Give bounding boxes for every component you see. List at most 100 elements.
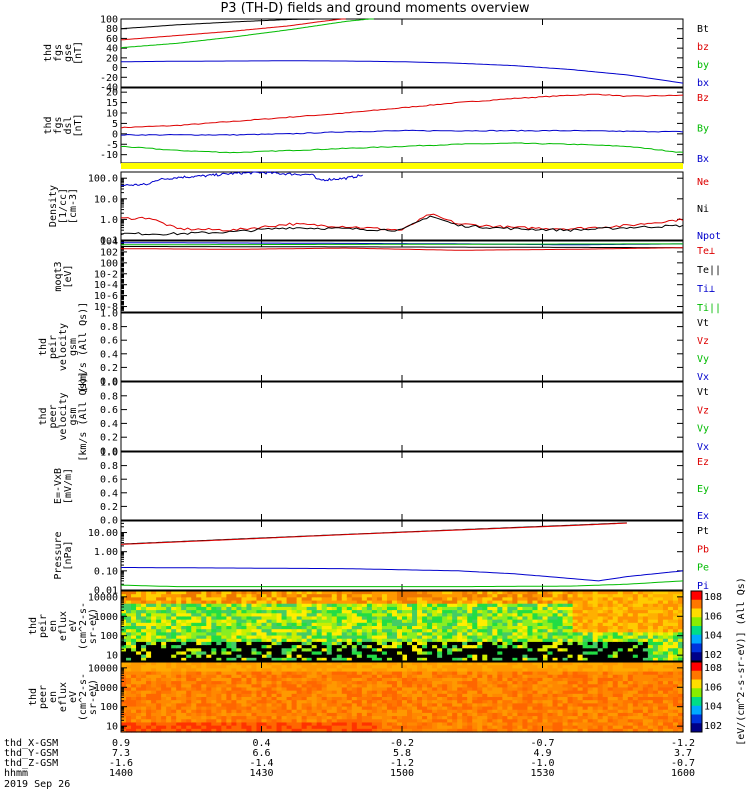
heatmap-cell [376, 632, 383, 637]
heatmap-cell [417, 638, 423, 643]
heatmap-cell [532, 665, 539, 669]
heatmap-cell [366, 674, 373, 679]
heatmap-cell [211, 712, 217, 717]
heatmap-cell [351, 671, 358, 676]
heatmap-cell [427, 597, 433, 602]
heatmap-cell [206, 632, 212, 637]
heatmap-cell [507, 725, 513, 730]
heatmap-cell [482, 622, 488, 627]
heatmap-cell [206, 677, 212, 682]
y-tick-label: 10 [106, 109, 118, 120]
heatmap-cell [236, 706, 243, 711]
heatmap-cell [432, 674, 438, 679]
heatmap-cell [457, 657, 463, 662]
heatmap-cell [412, 725, 418, 730]
heatmap-cell [607, 619, 614, 624]
heatmap-cell [472, 641, 478, 646]
heatmap-cell [146, 697, 152, 701]
heatmap-cell [246, 594, 253, 598]
heatmap-cell [407, 651, 413, 656]
heatmap-cell [396, 684, 403, 689]
heatmap-cell [216, 635, 222, 640]
heatmap-cell [146, 706, 152, 711]
heatmap-cell [657, 635, 664, 640]
heatmap-cell [321, 722, 328, 727]
heatmap-cell [126, 600, 132, 605]
heatmap-cell [306, 622, 313, 627]
heatmap-cell [221, 635, 227, 640]
heatmap-cell [622, 632, 629, 637]
y-tick-label: 0.8 [100, 461, 118, 472]
heatmap-cell [241, 719, 248, 724]
heatmap-cell [216, 603, 222, 608]
heatmap-cell [391, 616, 398, 621]
heatmap-cell [166, 622, 172, 627]
heatmap-cell [226, 697, 232, 701]
heatmap-cell [271, 603, 278, 608]
heatmap-cell [316, 674, 323, 679]
heatmap-cell [126, 603, 132, 608]
heatmap-cell [376, 654, 383, 659]
heatmap-cell [336, 697, 343, 701]
heatmap-cell [251, 622, 258, 627]
heatmap-cell [291, 654, 298, 659]
heatmap-cell [442, 597, 448, 602]
heatmap-cell [256, 684, 263, 689]
heatmap-cell [552, 641, 559, 646]
heatmap-cell [497, 712, 503, 717]
heatmap-cell [171, 716, 177, 720]
heatmap-cell [306, 665, 313, 669]
heatmap-cell [542, 725, 549, 730]
heatmap-cell [241, 613, 248, 618]
heatmap-cell [346, 690, 353, 695]
heatmap-cell [447, 728, 453, 733]
heatmap-cell [271, 722, 278, 727]
heatmap-cell [266, 674, 273, 679]
heatmap-cell [567, 600, 574, 605]
heatmap-cell [326, 626, 333, 630]
heatmap-cell [206, 657, 212, 662]
heatmap-cell [161, 722, 167, 727]
heatmap-cell [121, 716, 127, 720]
heatmap-cell [677, 648, 684, 653]
heatmap-cell [376, 606, 383, 611]
heatmap-cell [662, 645, 669, 649]
heatmap-cell [507, 651, 513, 656]
heatmap-cell [447, 719, 453, 724]
heatmap-cell [412, 632, 418, 637]
heatmap-cell [447, 616, 453, 621]
heatmap-cell [351, 693, 358, 698]
heatmap-cell [386, 638, 393, 643]
heatmap-cell [181, 662, 187, 666]
heatmap-cell [532, 712, 539, 717]
heatmap-cell [141, 606, 147, 611]
heatmap-cell [507, 626, 513, 630]
heatmap-cell [316, 641, 323, 646]
heatmap-cell [462, 645, 468, 649]
heatmap-cell [306, 594, 313, 598]
heatmap-cell [131, 610, 137, 614]
series-line [120, 522, 627, 545]
heatmap-cell [592, 613, 599, 618]
heatmap-cell [206, 681, 212, 685]
heatmap-cell [427, 629, 433, 633]
heatmap-cell [141, 725, 147, 730]
heatmap-cell [537, 622, 544, 627]
heatmap-cell [386, 645, 393, 649]
heatmap-cell [427, 606, 433, 611]
heatmap-cell [206, 619, 212, 624]
heatmap-cell [341, 716, 348, 720]
heatmap-cell [517, 687, 524, 692]
heatmap-cell [477, 594, 483, 598]
heatmap-cell [432, 728, 438, 733]
heatmap-cell [316, 626, 323, 630]
heatmap-cell [231, 662, 238, 666]
heatmap-cell [667, 603, 674, 608]
heatmap-cell [386, 687, 393, 692]
heatmap-cell [216, 645, 222, 649]
heatmap-cell [166, 728, 172, 733]
heatmap-cell [331, 706, 338, 711]
heatmap-cell [427, 662, 433, 666]
y-tick-label: 0.0 [100, 377, 118, 388]
heatmap-cell [191, 665, 197, 669]
